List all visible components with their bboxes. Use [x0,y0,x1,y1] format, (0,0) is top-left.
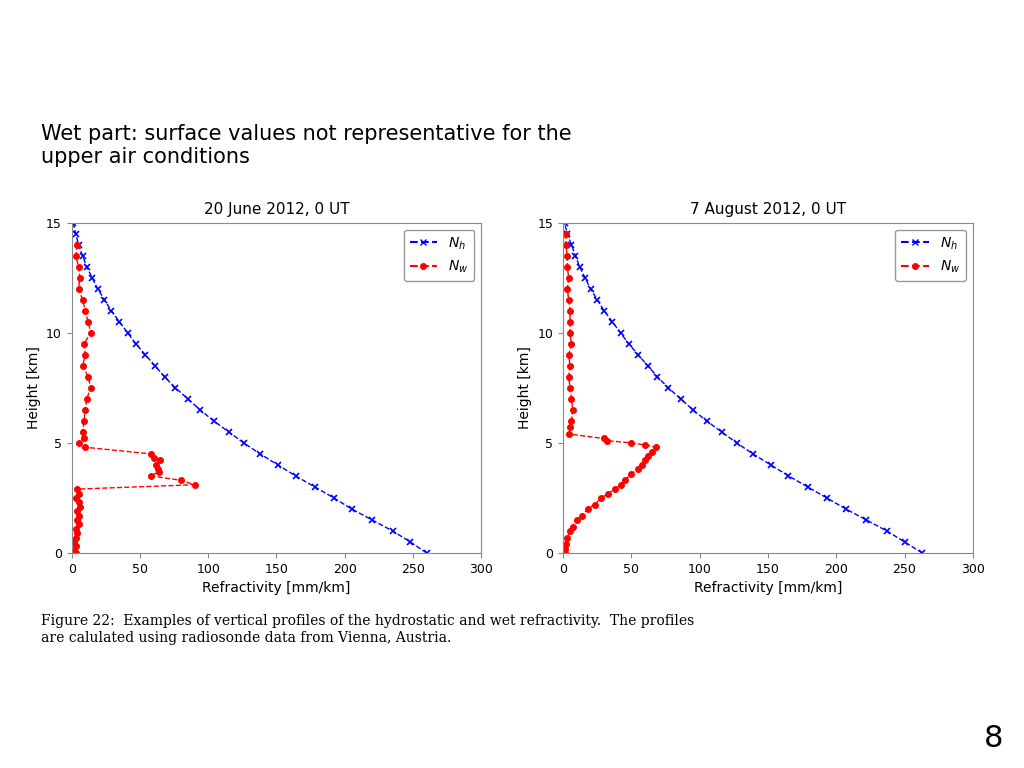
X-axis label: Refractivity [mm/km]: Refractivity [mm/km] [694,581,842,595]
Title: 7 August 2012, 0 UT: 7 August 2012, 0 UT [690,203,846,217]
Title: 20 June 2012, 0 UT: 20 June 2012, 0 UT [204,203,349,217]
Text: Refractivity of microwaves: Refractivity of microwaves [254,35,770,73]
Legend: $N_h$, $N_w$: $N_h$, $N_w$ [896,230,966,280]
Text: Wet part: surface values not representative for the
upper air conditions: Wet part: surface values not representat… [41,124,571,167]
Y-axis label: Height [km]: Height [km] [27,346,41,429]
Y-axis label: Height [km]: Height [km] [518,346,532,429]
Text: Figure 22:  Examples of vertical profiles of the hydrostatic and wet refractivit: Figure 22: Examples of vertical profiles… [41,614,694,644]
Legend: $N_h$, $N_w$: $N_h$, $N_w$ [404,230,474,280]
X-axis label: Refractivity [mm/km]: Refractivity [mm/km] [203,581,350,595]
Text: 8: 8 [984,723,1004,753]
